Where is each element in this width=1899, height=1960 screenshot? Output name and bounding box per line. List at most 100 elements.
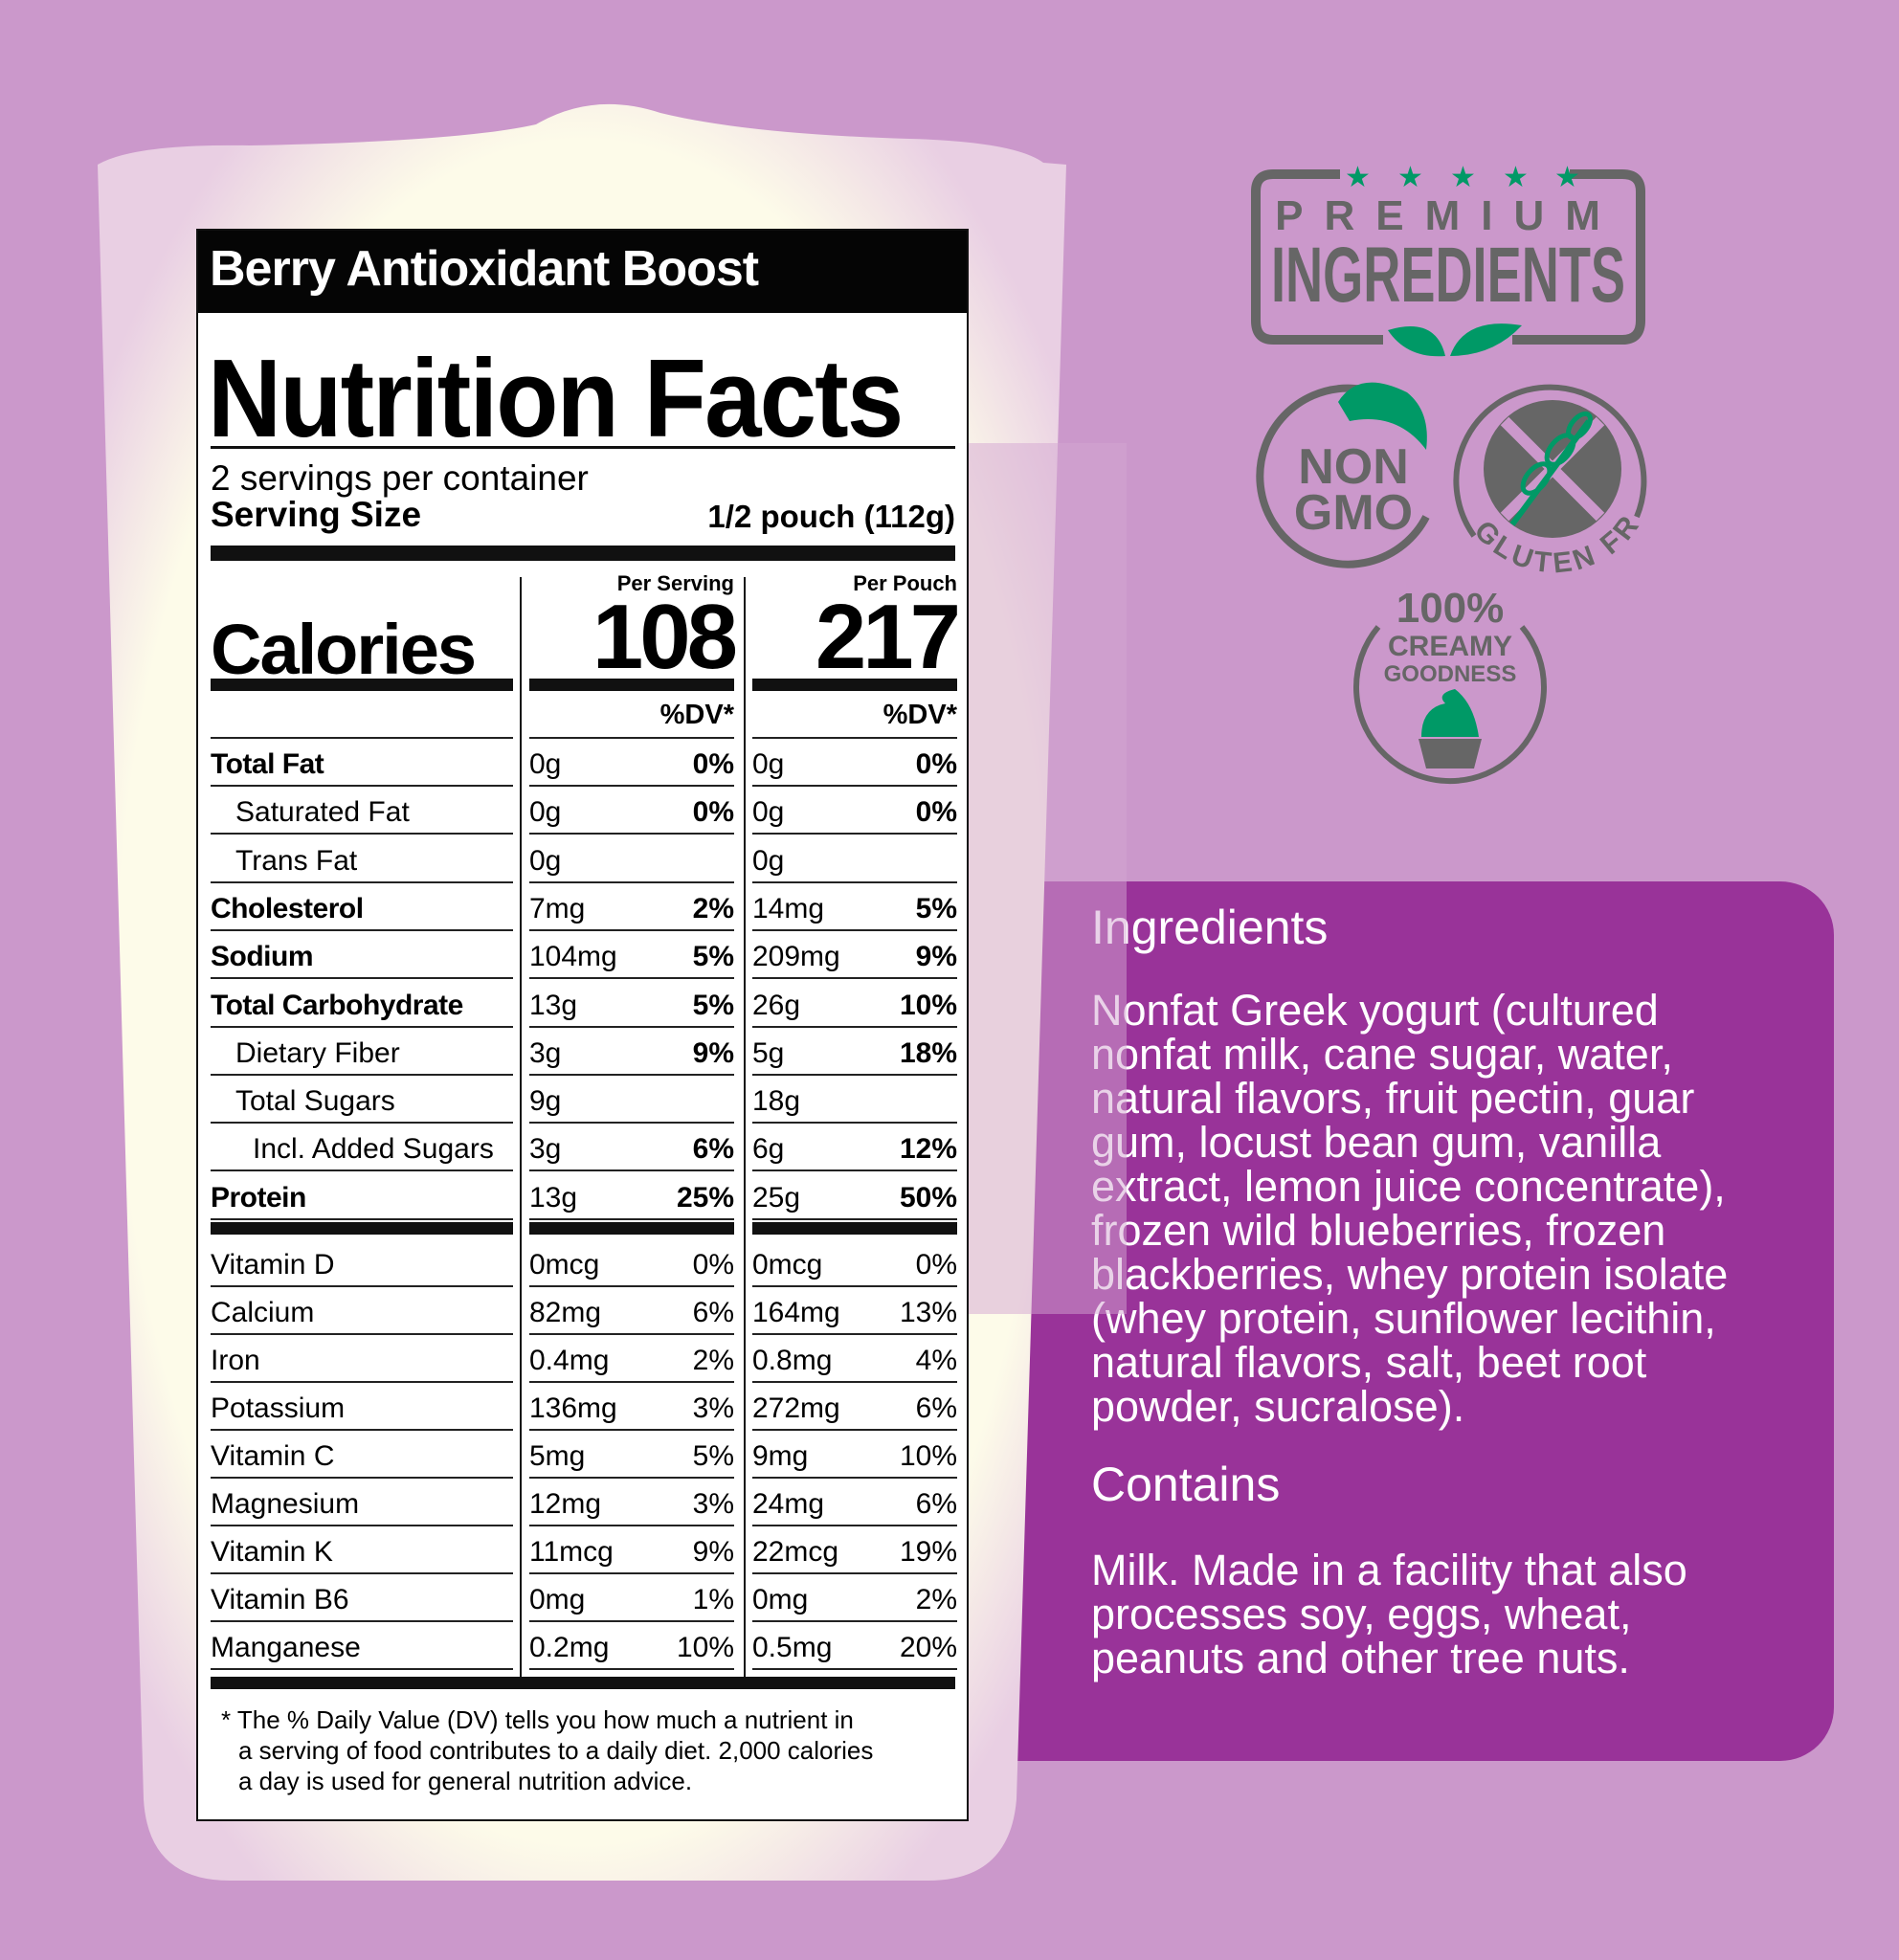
premium-ingredients-badge: ★ ★ ★ ★ ★ PREMIUM INGREDIENTS [1251,162,1645,357]
thick-divider [752,1222,957,1235]
daily-value: 2% [692,892,734,924]
daily-value: 18% [899,1036,957,1069]
svg-text:100%: 100% [1396,585,1505,632]
nutrient-name: Cholesterol [211,883,513,931]
svg-text:GMO: GMO [1294,485,1413,541]
daily-value: 12% [899,1133,957,1166]
svg-text:NON: NON [1298,439,1409,495]
daily-value: 50% [899,1181,957,1214]
amount: 5g [752,1036,785,1069]
amount: 136mg [529,1392,617,1424]
per-serving-cell: 82mg 6% [529,1287,734,1335]
per-serving-label: Per Serving [616,571,734,595]
svg-text:GOODNESS: GOODNESS [1384,661,1517,687]
amount: 13g [529,1181,578,1214]
vitamin-row: Calcium 82mg 6% 164mg 13% [198,1287,967,1335]
amount: 6g [752,1133,785,1166]
per-serving-cell: 5mg 5% [529,1431,734,1479]
cupcake-icon [1421,689,1479,737]
amount: 24mg [752,1488,825,1520]
per-pouch-cell: 0mcg 0% [752,1239,957,1287]
nutrient-name: Manganese [211,1622,513,1670]
per-pouch-cell: 0mg 2% [752,1574,957,1622]
nutrient-name: Vitamin C [211,1431,513,1479]
per-serving-cell: 0mcg 0% [529,1239,734,1287]
daily-value: 6% [915,1392,957,1424]
thick-divider [211,546,955,561]
daily-value: 1% [692,1584,734,1615]
amount: 25g [752,1181,801,1214]
daily-value: 0% [915,1249,957,1281]
nutrient-row: Saturated Fat 0g 0% 0g 0% [198,787,967,835]
blank-cell [211,691,513,739]
amount: 3g [529,1036,562,1069]
amount: 0.4mg [529,1345,610,1376]
amount: 82mg [529,1297,602,1328]
daily-value: 10% [899,989,957,1021]
amount: 0g [529,844,562,877]
nutrient-name: Magnesium [211,1479,513,1526]
per-pouch-cell: 18g [752,1076,957,1125]
amount: 0g [752,844,785,877]
thick-divider [752,679,957,691]
nutrient-row: Protein 13g 25% 25g 50% [198,1172,967,1220]
vitamin-row: Vitamin B6 0mg 1% 0mg 2% [198,1574,967,1622]
daily-value: 0% [915,796,957,829]
column-divider [744,577,746,1677]
leaf-icon [1338,382,1427,450]
daily-value: 9% [692,1036,734,1069]
amount: 3g [529,1133,562,1166]
amount: 0mcg [529,1249,600,1281]
svg-text:★: ★ [1397,162,1423,193]
per-serving-cell: 0.2mg 10% [529,1622,734,1670]
nutrient-row: Total Carbohydrate 13g 5% 26g 10% [198,980,967,1028]
amount: 0.5mg [752,1632,833,1663]
calories-per-serving: 108 [592,586,738,688]
nutrition-facts-label: Berry Antioxidant Boost Nutrition Facts … [196,229,969,1821]
daily-value: 2% [915,1584,957,1615]
per-serving-cell: 0.4mg 2% [529,1335,734,1383]
per-pouch-cell: 164mg 13% [752,1287,957,1335]
premium-text: PREMIUM [1275,192,1621,239]
per-pouch-cell: 272mg 6% [752,1383,957,1431]
daily-value: 13% [899,1297,957,1328]
per-serving-cell: 136mg 3% [529,1383,734,1431]
per-pouch-cell: 0.8mg 4% [752,1335,957,1383]
daily-value: 3% [692,1392,734,1424]
daily-value: 0% [692,1249,734,1281]
daily-value: 5% [692,989,734,1021]
per-pouch-cell: 9mg 10% [752,1431,957,1479]
per-pouch-cell: 22mcg 19% [752,1526,957,1574]
per-pouch-label: Per Pouch [853,571,957,595]
nutrient-name: Total Carbohydrate [211,980,513,1028]
leaf-icon [1388,323,1522,357]
svg-text:★: ★ [1554,162,1580,193]
nutrient-name: Vitamin B6 [211,1574,513,1622]
per-pouch-cell: 0.5mg 20% [752,1622,957,1670]
daily-value: 19% [899,1536,957,1568]
amount: 26g [752,989,801,1021]
amount: 0.2mg [529,1632,610,1663]
dv-header-serving: %DV* [529,691,734,739]
per-serving-cell: 0g 0% [529,739,734,787]
amount: 12mg [529,1488,602,1520]
thick-divider [211,1677,955,1689]
thick-divider [211,679,513,691]
daily-value: 0% [692,748,734,780]
footnote-line: a serving of food contributes to a daily… [238,1736,874,1765]
vitamin-row: Potassium 136mg 3% 272mg 6% [198,1383,967,1431]
amount: 7mg [529,892,586,924]
per-serving-cell: 104mg 5% [529,931,734,980]
ingredients-badge-text: INGREDIENTS [1271,232,1625,319]
svg-text:★: ★ [1503,162,1529,193]
amount: 9g [529,1085,562,1118]
servings-per-container: 2 servings per container [211,458,589,498]
nutrient-name: Total Sugars [211,1076,513,1125]
amount: 11mcg [529,1536,614,1568]
nutrient-name: Protein [211,1172,513,1220]
svg-text:★: ★ [1345,162,1371,193]
daily-value: 9% [915,941,957,973]
daily-value: 5% [692,1440,734,1472]
per-pouch-cell: 0g [752,835,957,883]
daily-value: 20% [899,1632,957,1663]
